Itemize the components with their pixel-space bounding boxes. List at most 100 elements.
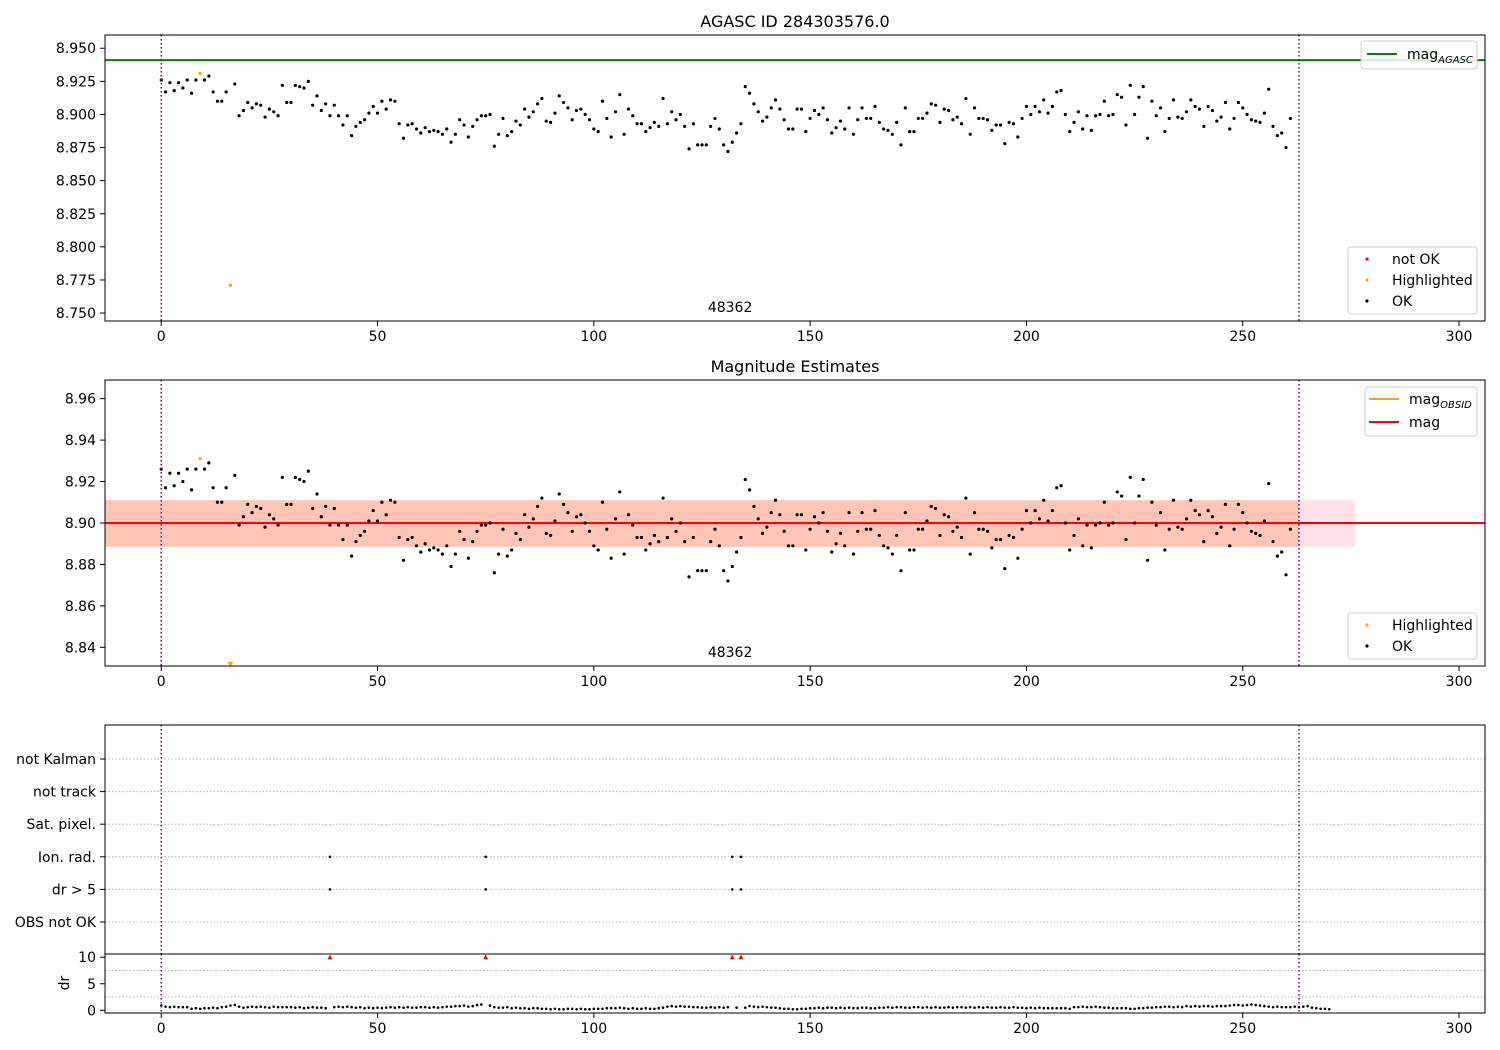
dr-point	[510, 1006, 513, 1010]
ok-point	[272, 517, 276, 521]
ok-point	[324, 504, 328, 509]
dr-point	[1237, 1003, 1240, 1007]
dr-point	[281, 1005, 284, 1009]
dr-point	[471, 1004, 475, 1008]
ok-point	[709, 124, 713, 128]
ok-point	[678, 112, 682, 117]
dr-point	[1176, 1005, 1180, 1008]
ok-point	[241, 515, 246, 519]
ok-point	[1102, 99, 1106, 103]
ok-point	[618, 92, 622, 97]
ok-point	[1267, 87, 1271, 91]
dr-point	[250, 1005, 254, 1008]
dr-point	[804, 1007, 808, 1011]
ok-point	[687, 147, 691, 151]
ok-point	[769, 511, 773, 515]
ok-point	[371, 508, 375, 513]
dr-point	[220, 1005, 224, 1009]
dr-point	[1046, 1006, 1050, 1010]
ok-point	[890, 132, 894, 136]
ok-point	[925, 111, 929, 115]
ok-point	[1236, 502, 1241, 506]
ok-point	[280, 475, 284, 480]
ok-point	[1271, 540, 1275, 544]
y-tick-label: 8.825	[56, 207, 96, 223]
dr-point	[735, 1006, 738, 1009]
ok-point	[998, 537, 1003, 542]
dr-point	[1033, 1006, 1037, 1010]
ok-point	[544, 531, 548, 535]
ok-point	[1232, 116, 1236, 121]
y-tick-label: 8.92	[65, 475, 96, 491]
x-tick-label: 200	[1013, 329, 1040, 345]
dr-point	[566, 1007, 570, 1011]
ok-point	[1141, 85, 1145, 89]
ok-point	[1176, 525, 1180, 529]
ok-point	[964, 96, 968, 101]
dr-clipped-marker	[483, 954, 489, 960]
x-tick-label: 250	[1229, 329, 1256, 345]
dr-point	[921, 1006, 924, 1009]
ok-point	[306, 79, 310, 83]
estimates-panel-title: Magnitude Estimates	[711, 357, 880, 376]
dr-point	[255, 1005, 258, 1009]
ok-point	[657, 540, 661, 544]
ok-point	[1068, 548, 1072, 552]
ok-point	[276, 523, 280, 527]
highlighted-point	[198, 71, 202, 75]
dr-point	[895, 1005, 898, 1009]
dr-point	[968, 1005, 972, 1009]
ok-point	[873, 508, 877, 513]
ok-point	[955, 115, 959, 119]
ok-point	[722, 569, 726, 573]
ok-point	[345, 523, 349, 527]
dr-point	[518, 1006, 522, 1010]
ok-point	[561, 502, 566, 506]
dr-point	[934, 1005, 937, 1009]
dr-point	[1016, 1006, 1020, 1009]
ok-point	[661, 96, 665, 101]
ok-point	[349, 554, 354, 558]
ok-point	[250, 106, 254, 110]
ok-point	[233, 473, 237, 477]
ok-point	[968, 132, 972, 136]
ok-point	[670, 110, 674, 114]
ok-point	[397, 122, 401, 126]
x-tick-label: 100	[580, 1021, 607, 1037]
dr-point	[908, 1006, 911, 1009]
ok-point	[886, 128, 890, 132]
ok-point	[1197, 513, 1202, 517]
ok-point	[808, 527, 812, 531]
ok-point	[574, 515, 579, 519]
dr-point	[363, 1006, 366, 1010]
dr-point	[1228, 1004, 1232, 1007]
ok-point	[587, 118, 592, 122]
ok-point	[812, 108, 817, 113]
dr-point	[596, 1007, 600, 1011]
ok-point	[942, 513, 946, 517]
agasc-panel-frame	[104, 34, 1486, 322]
ok-point	[1258, 533, 1262, 538]
ok-point	[709, 540, 713, 544]
ok-point	[605, 116, 609, 121]
dr-point	[609, 1006, 613, 1010]
dr-point	[929, 1006, 933, 1009]
ok-point	[523, 107, 527, 111]
ok-point	[1089, 128, 1093, 132]
ok-point	[1150, 99, 1154, 103]
dr-point	[553, 1007, 557, 1011]
ok-point	[825, 118, 830, 122]
ok-point	[1120, 494, 1124, 498]
ok-point	[1193, 104, 1197, 109]
dr-point	[791, 1007, 795, 1011]
agasc-magnitude-panel: 0 50 100 150 200 250 300 8.750 8.775 8.800 8.825 8…	[56, 12, 1486, 345]
ok-point	[981, 116, 985, 121]
ok-point	[501, 527, 505, 531]
ok-point	[557, 492, 561, 496]
dr-point	[397, 1005, 401, 1009]
ok-point	[899, 143, 903, 147]
dr-point	[1327, 1007, 1331, 1011]
dr-point	[834, 1006, 838, 1010]
ok-point	[1171, 98, 1176, 102]
ok-point	[401, 136, 406, 140]
